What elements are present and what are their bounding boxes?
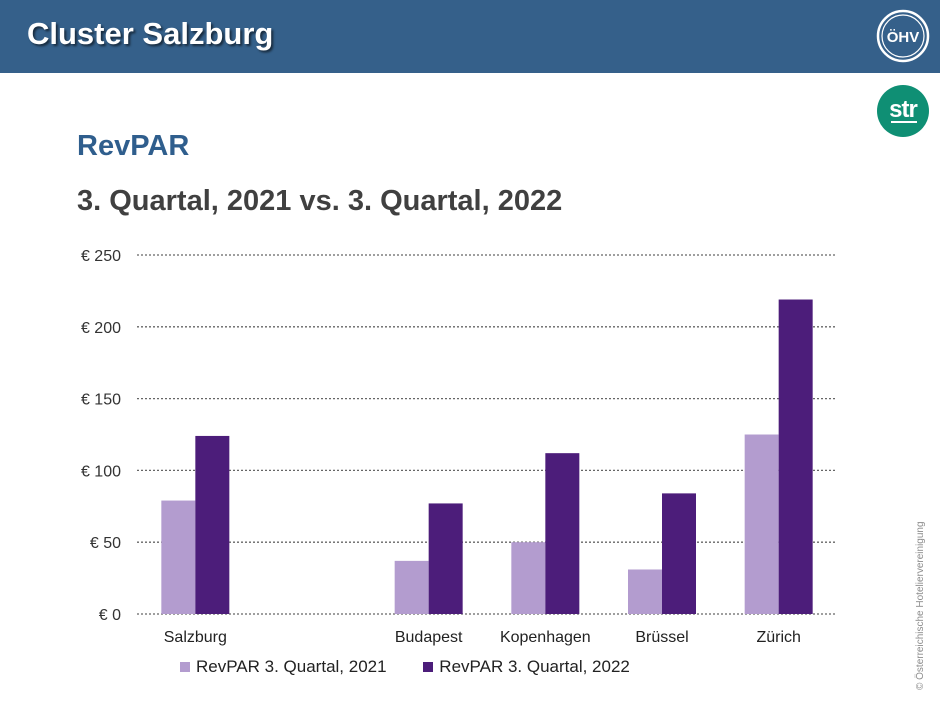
y-tick-label-200: € 200 bbox=[81, 320, 121, 337]
oehv-logo: ÖHV bbox=[876, 9, 930, 63]
legend-swatch-2022 bbox=[423, 662, 434, 672]
chart-subtitle: 3. Quartal, 2021 vs. 3. Quartal, 2022 bbox=[77, 185, 563, 217]
header-title: Cluster Salzburg bbox=[27, 16, 274, 51]
bar-budapest-2022 bbox=[428, 503, 463, 614]
legend-label-2022: RevPAR 3. Quartal, 2022 bbox=[439, 657, 630, 676]
y-tick-label-0: € 0 bbox=[99, 607, 121, 624]
bar-budapest-2021 bbox=[394, 560, 429, 614]
legend-item-2021: RevPAR 3. Quartal, 2021 bbox=[180, 657, 387, 677]
copyright-note: © Österreichische Hoteliervereinigung bbox=[915, 521, 926, 690]
x-tick-label-kopenhagen: Kopenhagen bbox=[500, 629, 591, 646]
x-tick-label-brüssel: Brüssel bbox=[635, 629, 688, 646]
x-tick-label-zürich: Zürich bbox=[756, 629, 800, 646]
x-tick-label-budapest: Budapest bbox=[395, 629, 463, 646]
bar-zürich-2021 bbox=[744, 434, 779, 614]
chart-legend: RevPAR 3. Quartal, 2021 RevPAR 3. Quarta… bbox=[180, 657, 662, 677]
bar-brüssel-2021 bbox=[628, 569, 662, 614]
y-tick-label-100: € 100 bbox=[81, 463, 121, 480]
str-logo: str bbox=[877, 85, 929, 137]
bar-salzburg-2022 bbox=[195, 435, 230, 614]
x-tick-label-salzburg: Salzburg bbox=[164, 629, 227, 646]
y-tick-label-250: € 250 bbox=[81, 248, 121, 265]
metric-title: RevPAR bbox=[77, 130, 190, 162]
y-tick-label-50: € 50 bbox=[90, 535, 121, 552]
header-bar: Cluster Salzburg ÖHV bbox=[0, 0, 940, 73]
legend-label-2021: RevPAR 3. Quartal, 2021 bbox=[196, 657, 387, 676]
svg-text:ÖHV: ÖHV bbox=[887, 29, 920, 46]
bar-kopenhagen-2022 bbox=[545, 453, 580, 614]
bar-brüssel-2022 bbox=[662, 493, 696, 614]
bar-zürich-2022 bbox=[778, 299, 813, 614]
y-tick-label-150: € 150 bbox=[81, 392, 121, 409]
legend-item-2022: RevPAR 3. Quartal, 2022 bbox=[423, 657, 630, 677]
bar-salzburg-2021 bbox=[161, 500, 196, 614]
bar-kopenhagen-2021 bbox=[511, 542, 546, 614]
legend-swatch-2021 bbox=[180, 662, 190, 672]
